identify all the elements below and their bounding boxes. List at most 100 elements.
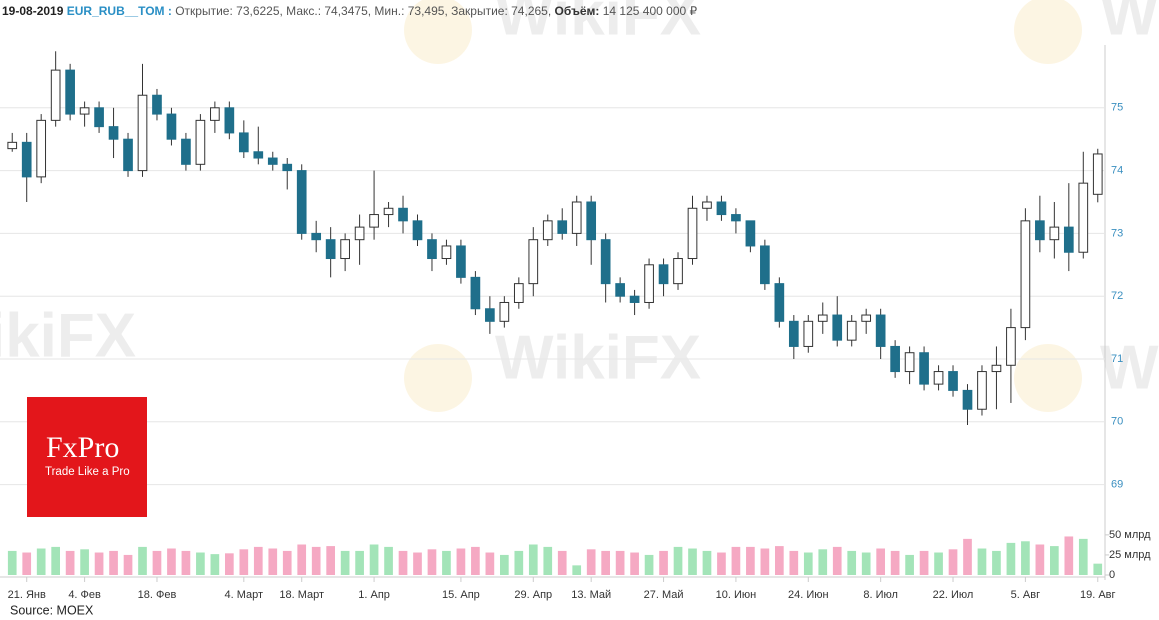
volume-bar — [210, 554, 220, 575]
watermark-logo — [1014, 0, 1082, 64]
volume-bar — [890, 550, 900, 575]
candle-body — [629, 295, 640, 303]
candle-body — [702, 201, 712, 209]
candle-body — [716, 201, 727, 216]
header-date: 19-08-2019 — [2, 4, 64, 18]
watermark: WikiFX — [495, 0, 701, 48]
y-tick-label: 74 — [1111, 165, 1123, 177]
volume-bar — [109, 550, 118, 575]
volume-bar — [152, 550, 162, 575]
candle-body — [137, 94, 148, 172]
volume-bar — [528, 544, 538, 575]
candle-body — [354, 226, 365, 241]
x-tick-label: 19. Авг — [1080, 589, 1116, 601]
candle-body — [427, 239, 437, 260]
watermark-logo — [404, 0, 472, 64]
candle-body — [325, 239, 336, 260]
volume-bar — [326, 546, 335, 575]
y-tick-label: 70 — [1111, 416, 1123, 428]
candle-body — [441, 245, 452, 260]
candle-body — [513, 283, 524, 303]
volume-bar — [36, 548, 46, 575]
volume-bar — [818, 549, 828, 575]
candle-body — [760, 245, 770, 285]
candle-body — [50, 69, 61, 121]
volume-tick-label: 25 млрд — [1109, 549, 1151, 561]
volume-bar — [977, 548, 987, 575]
candle-body — [817, 314, 828, 322]
x-tick-label: 1. Апр — [358, 589, 390, 601]
candle-body — [485, 308, 495, 322]
x-tick-label: 22. Июл — [933, 589, 974, 601]
volume-bar — [471, 546, 480, 575]
candle-body — [875, 314, 886, 347]
volume-bar — [746, 546, 755, 575]
volume-bar — [992, 550, 1001, 575]
candle-body — [369, 214, 379, 228]
volume-bar — [253, 546, 263, 575]
volume-bar — [543, 546, 553, 575]
candle-body — [7, 141, 18, 150]
volume-bar — [456, 548, 466, 575]
candle-body — [644, 264, 654, 303]
volume-bar — [181, 550, 191, 575]
candle-body — [687, 207, 698, 260]
volume-bar — [65, 550, 75, 575]
volume-bar — [80, 549, 89, 575]
volume-bar — [442, 550, 451, 575]
candle-body — [1049, 226, 1060, 241]
logo-box — [27, 397, 147, 517]
volume-bar — [225, 553, 234, 575]
volume-bar — [413, 552, 422, 575]
candle-body — [600, 239, 611, 285]
source: Source: MOEX — [10, 603, 94, 617]
volume-bar — [948, 549, 958, 575]
volume-bar — [485, 552, 495, 575]
volume-bar — [630, 552, 639, 575]
volume-bar — [557, 550, 567, 575]
volume-bar — [644, 554, 654, 575]
volume-bar — [731, 546, 741, 575]
x-tick-label: 18. Фев — [138, 589, 177, 601]
volume-bar — [803, 552, 813, 575]
volume-bar — [282, 550, 292, 575]
candle-body — [1035, 220, 1045, 241]
candle-body — [861, 314, 872, 322]
volume-bar — [861, 552, 871, 575]
candle-body — [181, 138, 191, 165]
header-volume: 14 125 400 000 ₽ — [603, 4, 698, 18]
x-tick-label: 8. Июл — [863, 589, 898, 601]
volume-bar — [514, 550, 524, 575]
volume-bar — [1006, 542, 1016, 575]
volume-bar — [1093, 563, 1103, 575]
candle-body — [788, 320, 799, 347]
volume-bar — [919, 550, 929, 575]
x-tick-label: 24. Июн — [788, 589, 829, 601]
candle-body — [557, 220, 568, 234]
candle-body — [542, 220, 553, 241]
candle-body — [36, 119, 47, 178]
volume-bar — [688, 548, 697, 575]
volume-bar — [51, 546, 60, 575]
candle-body — [731, 214, 741, 222]
candle-body — [991, 364, 1002, 373]
candle-body — [977, 371, 987, 410]
plot: 69 70 71 72 73 74 75 50 млрд 25 млрд 0 21. Янв 4. Ф… — [0, 51, 1151, 601]
candle-body — [340, 239, 350, 260]
candle-body — [832, 314, 843, 341]
candle-body — [673, 258, 683, 285]
volume-bar — [138, 546, 147, 575]
volume-bar — [94, 552, 104, 575]
volume-tick-label: 50 млрд — [1109, 529, 1151, 541]
volume-bar — [673, 546, 683, 575]
x-tick-label: 29. Апр — [514, 589, 552, 601]
volume-bar — [775, 546, 784, 575]
volume-bar — [398, 550, 408, 575]
candle-body — [94, 107, 104, 128]
watermark: WikiFX — [1100, 333, 1159, 402]
volume-bar — [123, 554, 133, 575]
header-ohlc: Открытие: 73,6225, Макс.: 74,3475, Мин.:… — [175, 4, 551, 18]
x-tick-label: 15. Апр — [442, 589, 480, 601]
candle-body — [933, 371, 944, 385]
